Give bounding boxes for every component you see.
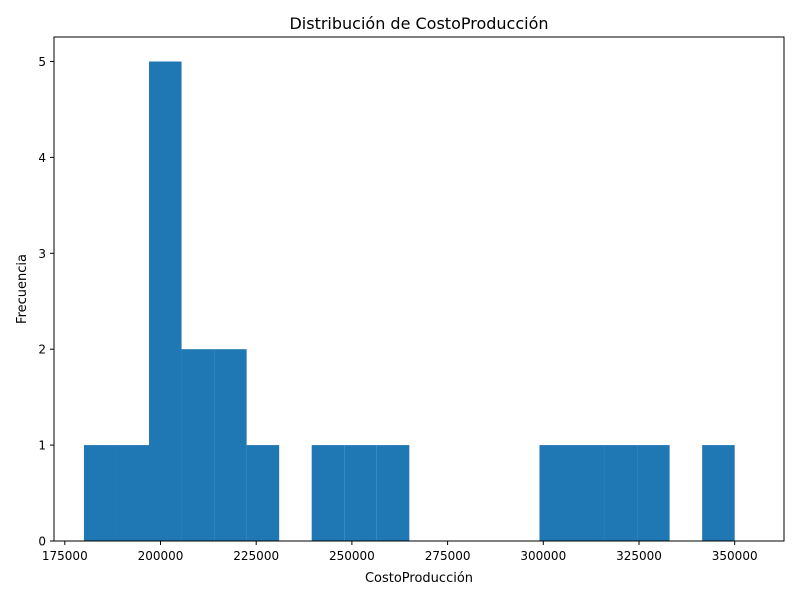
x-tick-label-0: 175000 (42, 549, 88, 563)
y-tick-label-3: 3 (38, 247, 46, 261)
y-tick-label-0: 0 (38, 535, 46, 549)
histogram-bar-17 (637, 445, 670, 541)
x-tick-label-7: 350000 (712, 549, 758, 563)
histogram-bar-16 (604, 445, 638, 541)
histogram-bar-14 (539, 445, 573, 541)
x-tick-label-6: 325000 (616, 549, 662, 563)
histogram-bar-4 (214, 349, 247, 541)
histogram-bar-7 (311, 445, 345, 541)
histogram-bar-9 (376, 445, 410, 541)
y-axis: 0 1 2 3 4 5 (38, 55, 54, 549)
y-tick-label-1: 1 (38, 439, 46, 453)
y-tick-label-5: 5 (38, 55, 46, 69)
x-axis: 175000 200000 225000 250000 275000 300000 3250… (42, 541, 758, 563)
histogram-bar-8 (344, 445, 377, 541)
histogram-bar-5 (246, 445, 280, 541)
x-tick-label-3: 250000 (329, 549, 375, 563)
histogram-bar-19 (702, 445, 735, 541)
x-tick-label-1: 200000 (138, 549, 184, 563)
histogram-bar-15 (572, 445, 605, 541)
chart-title: Distribución de CostoProducción (289, 14, 548, 33)
y-tick-label-4: 4 (38, 151, 46, 165)
histogram-bar-1 (116, 445, 150, 541)
x-tick-label-5: 300000 (520, 549, 566, 563)
histogram-bar-0 (83, 445, 117, 541)
histogram-bar-3 (181, 349, 215, 541)
histogram-bars (83, 61, 735, 541)
x-tick-label-4: 275000 (425, 549, 471, 563)
x-axis-label: CostoProducción (365, 571, 473, 586)
plot-frame (53, 36, 785, 542)
y-tick-label-2: 2 (38, 343, 46, 357)
histogram-bar-2 (149, 61, 182, 541)
x-tick-label-2: 225000 (233, 549, 279, 563)
y-axis-label: Frecuencia (15, 254, 30, 324)
